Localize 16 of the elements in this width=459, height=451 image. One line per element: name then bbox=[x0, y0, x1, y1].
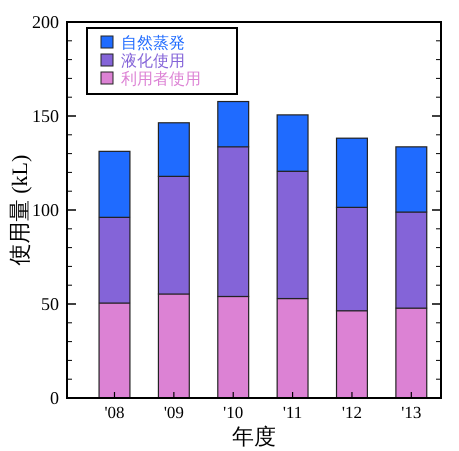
x-tick-label: '13 bbox=[401, 403, 422, 422]
x-tick-label: '12 bbox=[342, 403, 362, 422]
x-tick-label: '10 bbox=[223, 403, 244, 422]
legend-label: 利用者使用 bbox=[121, 70, 201, 88]
y-tick-label: 50 bbox=[41, 294, 59, 314]
x-axis-title: 年度 bbox=[232, 424, 276, 449]
y-tick-label: 200 bbox=[32, 12, 59, 32]
legend-label: 液化使用 bbox=[121, 52, 185, 70]
x-tick-label: '09 bbox=[164, 403, 184, 422]
y-tick-label: 150 bbox=[32, 106, 59, 126]
y-axis-title: 使用量 (kL) bbox=[7, 154, 32, 266]
x-tick-label: '11 bbox=[282, 403, 302, 422]
y-tick-label: 100 bbox=[32, 200, 59, 220]
y-tick-label: 0 bbox=[50, 388, 59, 408]
x-tick-label: '08 bbox=[104, 403, 125, 422]
legend-label: 自然蒸発 bbox=[121, 34, 185, 52]
